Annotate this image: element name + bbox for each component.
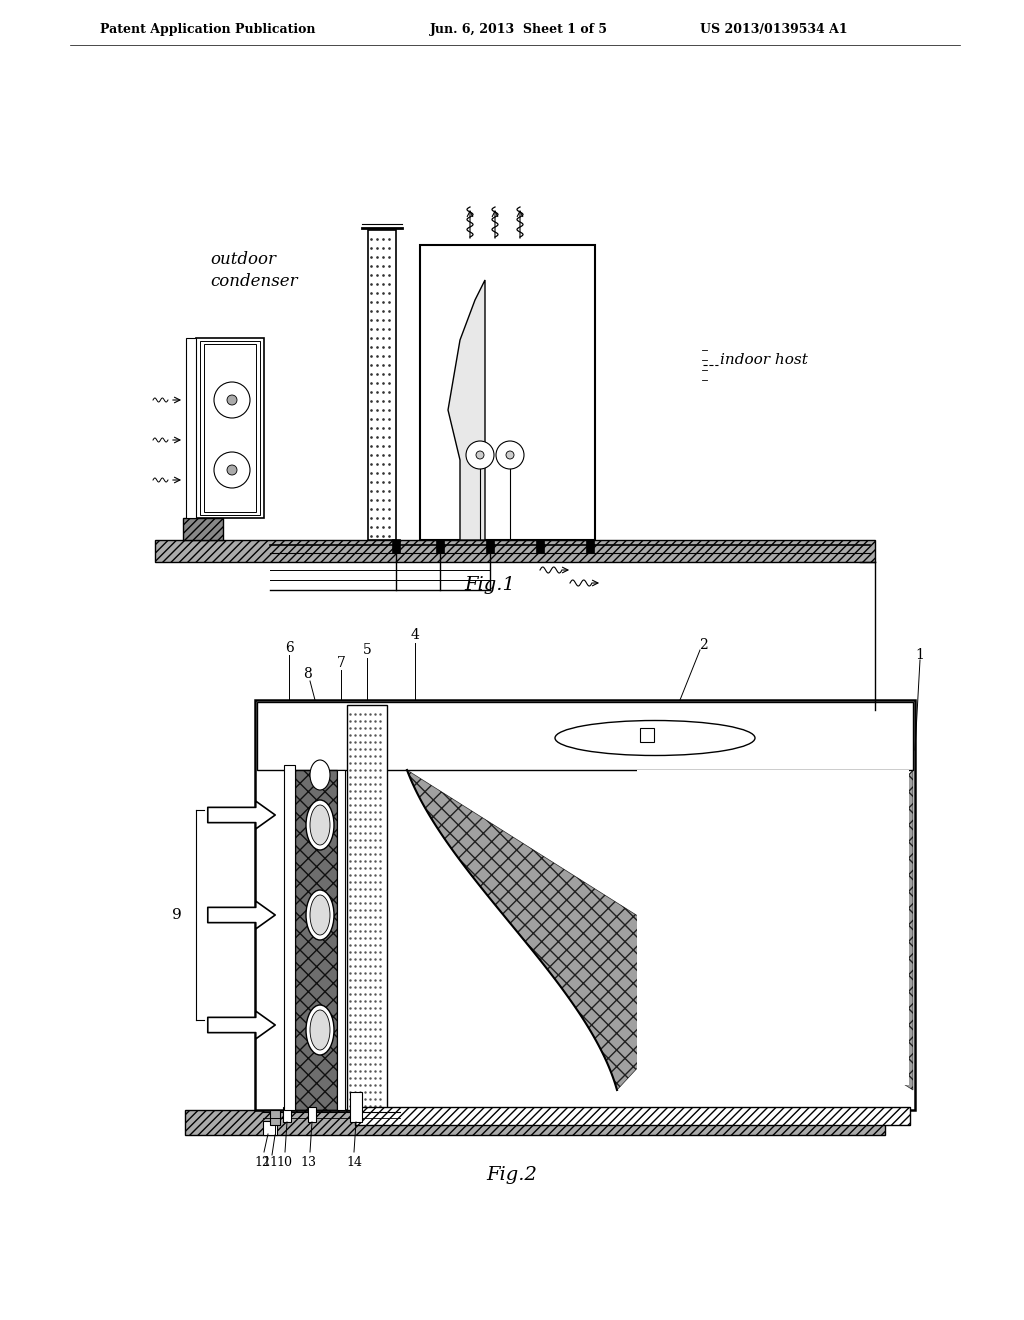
Text: 12: 12 (254, 1155, 270, 1168)
Bar (586, 539, 594, 553)
Bar (270, 1110, 280, 1125)
Bar (155, 540, 874, 562)
PathPatch shape (407, 770, 913, 1090)
Bar (392, 539, 400, 553)
Text: 9: 9 (172, 908, 182, 921)
Ellipse shape (555, 721, 755, 755)
Text: 11: 11 (262, 1155, 278, 1168)
Circle shape (496, 441, 524, 469)
Circle shape (476, 451, 484, 459)
Text: 2: 2 (698, 638, 708, 652)
Text: outdoor: outdoor (210, 252, 276, 268)
Bar (640, 729, 654, 742)
Circle shape (214, 451, 250, 488)
FancyArrowPatch shape (208, 801, 275, 829)
Circle shape (466, 441, 494, 469)
Text: 7: 7 (337, 656, 345, 671)
Bar (295, 770, 337, 1110)
Ellipse shape (310, 895, 330, 935)
Bar (257, 702, 913, 770)
Bar (186, 338, 196, 517)
Ellipse shape (310, 805, 330, 845)
Bar (200, 341, 260, 515)
Text: 6: 6 (285, 642, 293, 655)
Text: 1: 1 (915, 648, 925, 663)
Ellipse shape (306, 890, 334, 940)
Ellipse shape (310, 760, 330, 789)
Bar (283, 1107, 291, 1122)
Bar (536, 539, 544, 553)
Text: 13: 13 (300, 1155, 316, 1168)
Circle shape (506, 451, 514, 459)
Text: Jun. 6, 2013  Sheet 1 of 5: Jun. 6, 2013 Sheet 1 of 5 (430, 24, 608, 37)
Text: Fig.2: Fig.2 (486, 1166, 538, 1184)
Circle shape (227, 465, 237, 475)
Text: indoor host: indoor host (720, 352, 808, 367)
Ellipse shape (560, 726, 750, 754)
Bar (355, 1107, 910, 1125)
Bar (637, 770, 909, 1085)
Text: US 2013/0139534 A1: US 2013/0139534 A1 (700, 24, 848, 37)
Bar (263, 1121, 278, 1135)
Circle shape (214, 381, 250, 418)
Bar (436, 539, 444, 553)
Bar (486, 539, 494, 553)
Bar (420, 246, 595, 540)
Bar (337, 770, 345, 1110)
Circle shape (227, 395, 237, 405)
Text: 8: 8 (304, 667, 312, 681)
FancyArrowPatch shape (208, 902, 275, 929)
Ellipse shape (306, 800, 334, 850)
Bar (355, 1107, 910, 1125)
Bar (185, 1110, 885, 1135)
Bar (368, 230, 396, 540)
Bar (183, 517, 223, 540)
Bar (255, 700, 915, 1110)
Bar (196, 338, 264, 517)
Bar (308, 1107, 316, 1122)
Text: 4: 4 (411, 628, 420, 642)
Bar (284, 766, 295, 1110)
FancyArrowPatch shape (208, 1011, 275, 1039)
Ellipse shape (306, 1005, 334, 1055)
Text: Fig.1: Fig.1 (465, 576, 515, 594)
Text: 10: 10 (276, 1155, 292, 1168)
Text: condenser: condenser (210, 273, 298, 290)
Ellipse shape (310, 1010, 330, 1049)
Bar (350, 1092, 362, 1122)
Text: Patent Application Publication: Patent Application Publication (100, 24, 315, 37)
Text: 14: 14 (346, 1155, 362, 1168)
Polygon shape (449, 280, 485, 540)
Bar (204, 345, 256, 512)
Text: 5: 5 (362, 643, 372, 657)
Bar (347, 705, 387, 1110)
